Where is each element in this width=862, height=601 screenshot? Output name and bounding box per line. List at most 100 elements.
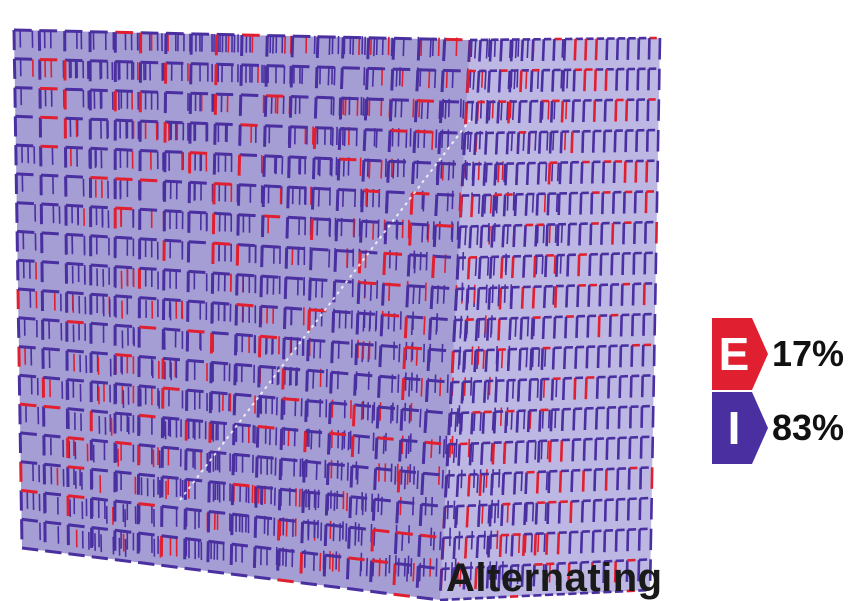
lattice-edge xyxy=(390,69,395,91)
lattice-edge xyxy=(161,563,178,569)
lattice-edge xyxy=(519,317,523,340)
lattice-edge xyxy=(452,319,457,342)
lattice-edge xyxy=(556,224,560,247)
lattice-edge xyxy=(230,572,248,578)
lattice-edge xyxy=(560,409,565,431)
lattice-edge xyxy=(212,301,230,306)
lattice-edge xyxy=(90,176,108,180)
lattice-edge xyxy=(499,39,503,62)
lattice-edge xyxy=(362,129,367,152)
lattice-edge xyxy=(375,129,378,148)
lattice-edge xyxy=(20,488,38,494)
lattice-edge xyxy=(484,132,488,155)
lattice-edge xyxy=(413,254,417,274)
lattice-edge xyxy=(462,133,467,156)
lattice-edge xyxy=(90,321,108,327)
lattice-edge xyxy=(256,396,261,418)
lattice-edge xyxy=(333,309,351,315)
lattice-edge xyxy=(522,534,526,556)
lattice-edge xyxy=(20,431,37,436)
lattice-edge xyxy=(309,308,327,313)
lattice-edge xyxy=(258,336,262,358)
lattice-edge xyxy=(403,470,407,490)
lattice-edge xyxy=(283,307,287,330)
lattice-edge xyxy=(497,163,500,183)
lattice-edge xyxy=(506,349,511,372)
lattice-edge xyxy=(584,377,588,400)
lattice-edge xyxy=(614,530,618,552)
lattice-edge xyxy=(66,290,84,296)
lattice-edge xyxy=(570,470,574,493)
lattice-edge xyxy=(299,552,304,574)
lattice-edge xyxy=(17,287,36,292)
lattice-edge xyxy=(423,316,426,335)
lattice-edge xyxy=(264,65,269,87)
lattice-edge xyxy=(593,469,597,492)
lattice-edge xyxy=(552,316,557,339)
lattice-edge xyxy=(579,192,583,215)
lattice-edge xyxy=(535,255,538,275)
lattice-edge xyxy=(461,130,464,150)
lattice-edge xyxy=(331,370,349,376)
lattice-edge xyxy=(496,530,499,550)
lattice-edge xyxy=(486,535,489,555)
lattice-edge xyxy=(274,457,277,476)
lattice-edge xyxy=(375,406,380,429)
lattice-edge xyxy=(631,314,635,337)
lattice-edge xyxy=(399,409,404,431)
lattice-edge xyxy=(424,496,427,516)
lattice-edge xyxy=(139,296,157,301)
lattice-edge xyxy=(328,402,332,425)
lattice-edge xyxy=(212,271,230,276)
lattice-edges xyxy=(12,28,662,601)
lattice-edge xyxy=(373,37,376,57)
lattice-edge xyxy=(532,317,536,337)
lattice-edge xyxy=(487,70,491,93)
lattice-edge xyxy=(137,560,155,566)
lattice-edge xyxy=(284,336,302,341)
lattice-edge xyxy=(568,193,572,215)
lattice-edge xyxy=(388,159,407,164)
lattice-edge xyxy=(500,504,504,527)
lattice-edge xyxy=(528,101,532,123)
lattice-edge xyxy=(394,98,397,118)
lattice-edge xyxy=(372,221,375,240)
lattice-edge xyxy=(413,160,432,165)
lattice-edge xyxy=(644,191,648,214)
lattice-edge xyxy=(500,101,503,121)
lattice-edge xyxy=(551,162,554,182)
lattice-edge xyxy=(536,70,540,89)
lattice-edge xyxy=(404,345,423,351)
lattice-edge xyxy=(440,537,445,560)
lattice-edge xyxy=(114,294,133,299)
lattice-edge xyxy=(474,567,478,590)
lattice-edge xyxy=(467,474,471,497)
lattice-edge xyxy=(559,440,564,462)
lattice-edge xyxy=(470,412,474,435)
lattice-edge xyxy=(602,130,606,153)
lattice-edge xyxy=(574,347,578,369)
lattice-edge xyxy=(497,566,501,588)
lattice-edge xyxy=(359,281,377,286)
lattice-edge xyxy=(579,562,583,585)
lattice-edge xyxy=(518,348,522,371)
lattice-edge xyxy=(516,68,519,88)
lattice-edge xyxy=(391,98,409,102)
lattice-edge xyxy=(371,499,376,521)
lattice-edge xyxy=(310,218,314,240)
lattice-edge xyxy=(65,116,83,121)
lattice-edge xyxy=(537,348,541,367)
lattice-edge xyxy=(560,100,565,123)
lattice-edge xyxy=(544,564,548,586)
lattice-edge xyxy=(554,286,558,308)
lattice-edge xyxy=(140,60,159,65)
lattice-edge xyxy=(548,440,552,463)
lattice-edge xyxy=(138,443,156,448)
lattice-edge xyxy=(314,66,319,89)
lattice-edge xyxy=(256,455,274,460)
lattice-edge xyxy=(449,439,452,458)
lattice-edge xyxy=(558,162,562,185)
lattice-edge xyxy=(114,382,132,387)
lattice-edge xyxy=(379,314,384,337)
lattice-edge xyxy=(328,462,345,467)
